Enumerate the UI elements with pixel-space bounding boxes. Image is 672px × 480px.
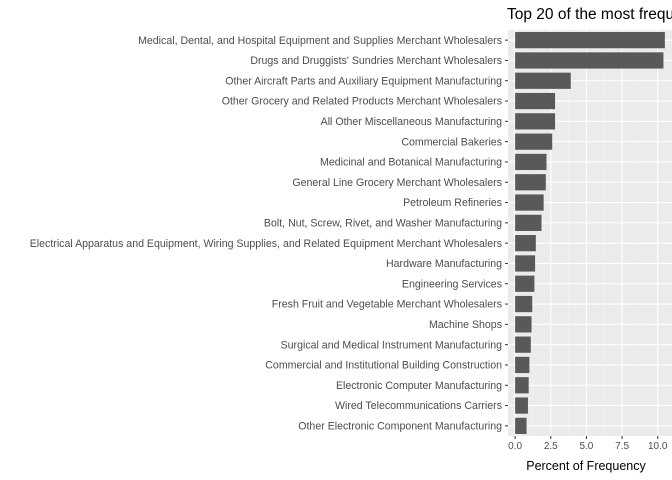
category-label: Wired Telecommunications Carriers	[335, 400, 502, 412]
category-label: Hardware Manufacturing	[386, 258, 502, 270]
category-label: Commercial Bakeries	[401, 136, 502, 148]
bar	[515, 52, 664, 69]
category-label: Petroleum Refineries	[403, 197, 502, 209]
category-label: Other Grocery and Related Products Merch…	[222, 96, 502, 108]
category-label: Machine Shops	[429, 319, 502, 331]
category-label: Bolt, Nut, Screw, Rivet, and Washer Manu…	[264, 217, 502, 229]
bar	[515, 316, 532, 333]
bar	[515, 377, 529, 394]
bar	[515, 92, 556, 110]
plot-panel	[508, 30, 672, 436]
category-labels: Medical, Dental, and Hospital Equipment …	[30, 35, 508, 432]
bar	[515, 397, 528, 414]
bar	[515, 255, 536, 272]
bar	[515, 174, 546, 191]
x-tick-label: 7.5	[615, 441, 629, 452]
bar	[515, 275, 535, 292]
category-label: Engineering Services	[402, 278, 502, 290]
bar	[515, 235, 536, 252]
bar	[515, 295, 533, 313]
bar	[515, 336, 531, 353]
x-axis-title: Percent of Frequency	[526, 459, 646, 473]
category-label: Surgical and Medical Instrument Manufact…	[281, 339, 503, 351]
bar	[515, 113, 556, 130]
x-tick-label: 2.5	[544, 441, 558, 452]
x-axis-ticks: 0.0 2.5 5.0 7.5 10.0	[508, 436, 668, 452]
x-tick-label: 10.0	[648, 441, 668, 452]
bar	[515, 194, 544, 211]
bar	[515, 72, 571, 89]
category-label: General Line Grocery Merchant Wholesaler…	[292, 177, 502, 189]
x-tick-label: 5.0	[579, 441, 593, 452]
category-label: Commercial and Institutional Building Co…	[265, 360, 502, 372]
category-label: Medical, Dental, and Hospital Equipment …	[138, 35, 502, 47]
chart-title: Top 20 of the most frequ	[507, 6, 672, 23]
category-label: Drugs and Druggists' Sundries Merchant W…	[250, 55, 502, 67]
bar	[515, 32, 665, 49]
bar	[515, 417, 527, 434]
bar	[515, 214, 542, 231]
bar	[515, 153, 547, 171]
x-tick-label: 0.0	[508, 441, 522, 452]
category-label: Medicinal and Botanical Manufacturing	[320, 157, 502, 169]
category-label: Electrical Apparatus and Equipment, Wiri…	[30, 238, 502, 250]
category-label: Other Electronic Component Manufacturing	[298, 420, 502, 432]
category-label: Electronic Computer Manufacturing	[336, 380, 502, 392]
category-label: All Other Miscellaneous Manufacturing	[321, 116, 502, 128]
bar	[515, 356, 530, 374]
category-label: Fresh Fruit and Vegetable Merchant Whole…	[272, 299, 502, 311]
bar	[515, 133, 553, 150]
category-label: Other Aircraft Parts and Auxiliary Equip…	[225, 75, 502, 87]
bars	[515, 32, 665, 434]
